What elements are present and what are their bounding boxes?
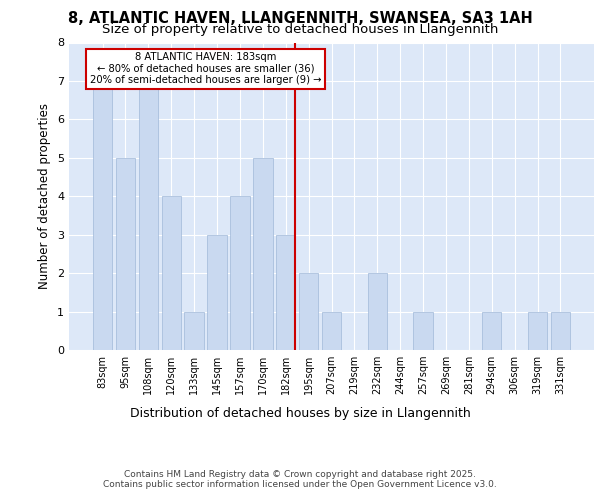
Bar xyxy=(551,312,570,350)
Text: Contains HM Land Registry data © Crown copyright and database right 2025.
Contai: Contains HM Land Registry data © Crown c… xyxy=(103,470,497,490)
Bar xyxy=(116,158,135,350)
Bar xyxy=(230,196,250,350)
Bar xyxy=(93,81,112,350)
Bar xyxy=(253,158,272,350)
Bar xyxy=(184,312,204,350)
Bar xyxy=(139,81,158,350)
Bar xyxy=(276,234,295,350)
Text: Size of property relative to detached houses in Llangennith: Size of property relative to detached ho… xyxy=(102,22,498,36)
Bar xyxy=(161,196,181,350)
Text: Distribution of detached houses by size in Llangennith: Distribution of detached houses by size … xyxy=(130,408,470,420)
Bar xyxy=(413,312,433,350)
Bar xyxy=(368,273,387,350)
Y-axis label: Number of detached properties: Number of detached properties xyxy=(38,104,52,289)
Bar xyxy=(482,312,502,350)
Bar xyxy=(208,234,227,350)
Text: 8, ATLANTIC HAVEN, LLANGENNITH, SWANSEA, SA3 1AH: 8, ATLANTIC HAVEN, LLANGENNITH, SWANSEA,… xyxy=(68,11,532,26)
Bar xyxy=(528,312,547,350)
Text: 8 ATLANTIC HAVEN: 183sqm
← 80% of detached houses are smaller (36)
20% of semi-d: 8 ATLANTIC HAVEN: 183sqm ← 80% of detach… xyxy=(90,52,322,86)
Bar xyxy=(299,273,319,350)
Bar xyxy=(322,312,341,350)
